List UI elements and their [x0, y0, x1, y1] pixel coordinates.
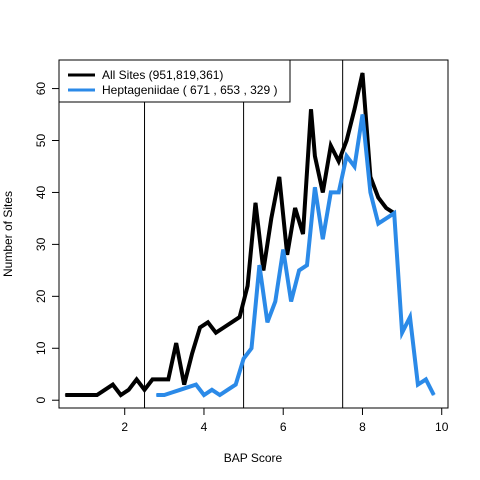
- series-1-point: [172, 392, 173, 393]
- series-0-point: [176, 343, 177, 344]
- series-0-point: [89, 395, 90, 396]
- series-0-point: [310, 109, 311, 110]
- series-0-point: [362, 72, 363, 73]
- series-0-point: [152, 379, 153, 380]
- y-tick-label: 20: [34, 289, 48, 303]
- y-tick-label: 40: [34, 185, 48, 199]
- series-1-point: [322, 239, 323, 240]
- series-1-point: [370, 192, 371, 193]
- series-1-point: [402, 332, 403, 333]
- series-0-point: [322, 192, 323, 193]
- series-0-point: [295, 208, 296, 209]
- series-1-point: [275, 301, 276, 302]
- legend: All Sites (951,819,361) Heptageniidae ( …: [59, 60, 290, 102]
- series-1-point: [235, 384, 236, 385]
- series-0-point: [247, 285, 248, 286]
- y-tick-label: 0: [34, 397, 48, 404]
- series-1-point: [386, 218, 387, 219]
- series-0-point: [330, 145, 331, 146]
- legend-label-all-sites: All Sites (951,819,361): [102, 68, 223, 82]
- series-0-point: [287, 254, 288, 255]
- series-1-point: [196, 384, 197, 385]
- series-1-point: [180, 389, 181, 390]
- series-1-point: [227, 389, 228, 390]
- series-1-point: [330, 192, 331, 193]
- series-1-point: [306, 265, 307, 266]
- x-tick-label: 2: [121, 420, 128, 434]
- series-0-point: [354, 109, 355, 110]
- x-tick-label: 6: [280, 420, 287, 434]
- series-1-point: [417, 384, 418, 385]
- series-0-point: [160, 379, 161, 380]
- x-tick-label: 4: [201, 420, 208, 434]
- series-0-point: [215, 332, 216, 333]
- series-1-point: [354, 166, 355, 167]
- series-0-point: [112, 384, 113, 385]
- series-1-point: [362, 114, 363, 115]
- series-0-point: [207, 322, 208, 323]
- series-0-point: [346, 140, 347, 141]
- series-0-point: [184, 384, 185, 385]
- x-axis-label: BAP Score: [224, 451, 283, 465]
- y-tick-label: 10: [34, 341, 48, 355]
- series-0-point: [239, 317, 240, 318]
- series-0-point: [314, 156, 315, 157]
- series-0-point: [128, 389, 129, 390]
- series-1-point: [425, 379, 426, 380]
- series-0-point: [81, 395, 82, 396]
- x-tick-label: 8: [359, 420, 366, 434]
- series-1-point: [164, 395, 165, 396]
- series-1-point: [410, 317, 411, 318]
- series-1-point: [283, 249, 284, 250]
- series-1-point: [314, 187, 315, 188]
- series-1-point: [299, 270, 300, 271]
- series-1-point: [188, 387, 189, 388]
- series-1-point: [251, 348, 252, 349]
- x-tick-label: 10: [435, 420, 449, 434]
- y-tick-label: 50: [34, 134, 48, 148]
- legend-label-heptageniidae: Heptageniidae ( 671 , 653 , 329 ): [102, 83, 277, 97]
- series-0-point: [120, 395, 121, 396]
- series-1-point: [203, 395, 204, 396]
- series-1-point: [267, 322, 268, 323]
- series-1-point: [338, 192, 339, 193]
- series-1-point: [259, 265, 260, 266]
- series-0-point: [255, 202, 256, 203]
- series-0-point: [144, 389, 145, 390]
- series-0-point: [200, 327, 201, 328]
- series-1-point: [243, 358, 244, 359]
- series-0-point: [279, 176, 280, 177]
- series-0-point: [96, 395, 97, 396]
- y-tick-label: 60: [34, 82, 48, 96]
- y-axis-label: Number of Sites: [1, 191, 15, 277]
- series-1-point: [378, 223, 379, 224]
- series-1-point: [211, 389, 212, 390]
- series-1-point: [291, 301, 292, 302]
- series-1-point: [156, 395, 157, 396]
- series-0-point: [65, 395, 66, 396]
- series-0-point: [192, 353, 193, 354]
- series-1-point: [219, 395, 220, 396]
- series-1-point: [394, 213, 395, 214]
- series-0-point: [271, 218, 272, 219]
- series-1-point: [433, 395, 434, 396]
- series-0-point: [386, 208, 387, 209]
- series-0-point: [104, 389, 105, 390]
- series-0-point: [378, 197, 379, 198]
- series-0-point: [223, 327, 224, 328]
- series-0-point: [168, 379, 169, 380]
- series-0-point: [338, 161, 339, 162]
- y-tick-label: 30: [34, 237, 48, 251]
- series-0-point: [231, 322, 232, 323]
- series-0-point: [263, 270, 264, 271]
- series-0-point: [136, 379, 137, 380]
- series-1-point: [346, 156, 347, 157]
- series-0-point: [303, 234, 304, 235]
- series-0-point: [73, 395, 74, 396]
